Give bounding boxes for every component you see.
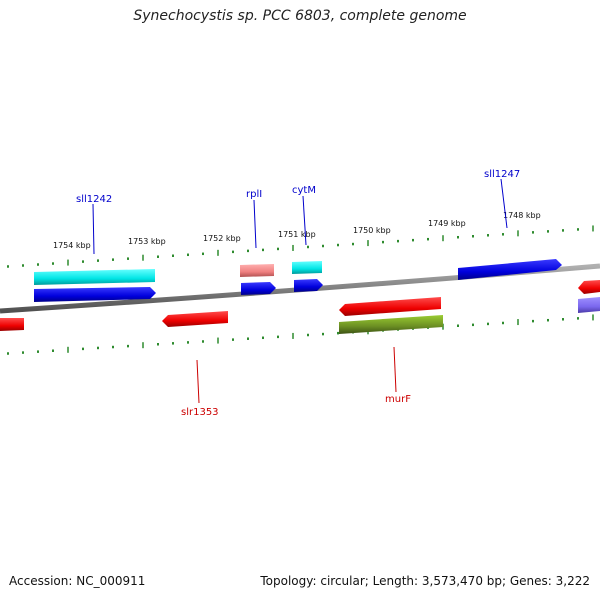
inner-tick-row <box>7 314 594 355</box>
kbp-label-1750: 1750 kbp <box>353 226 391 235</box>
gene-label-murF[interactable]: murF <box>385 394 411 405</box>
kbp-label-1751: 1751 kbp <box>278 230 316 239</box>
gene-label-cytM[interactable]: cytM <box>292 185 316 196</box>
gene-cytM-cyan-bar[interactable] <box>292 261 322 274</box>
gene-label-sll1242[interactable]: sll1242 <box>76 194 112 205</box>
gene-cytM-arrow[interactable] <box>294 279 323 292</box>
gene-murF-olive-bar[interactable] <box>339 315 443 334</box>
gene-sll1242-cyan-bar[interactable] <box>34 269 155 285</box>
gene-right-edge-purple-bar[interactable] <box>578 297 600 313</box>
leader-line-rplI <box>253 199 257 249</box>
leader-line-murF <box>393 346 397 393</box>
gene-sll1247-arrow[interactable] <box>458 259 562 280</box>
kbp-label-1752: 1752 kbp <box>203 234 241 243</box>
gene-murF-red-arrow[interactable] <box>339 297 441 316</box>
gene-right-edge-red-arrow[interactable] <box>578 280 600 294</box>
accession-label: Accession: NC_000911 <box>9 574 146 588</box>
leader-line-slr1353 <box>196 359 200 404</box>
gene-label-slr1353[interactable]: slr1353 <box>181 407 219 418</box>
gene-rplI-arrow[interactable] <box>241 282 276 295</box>
kbp-label-1748: 1748 kbp <box>503 211 541 220</box>
leader-line-cytM <box>302 195 307 246</box>
outer-tick-row <box>7 225 594 268</box>
gene-label-rplI[interactable]: rplI <box>246 189 262 200</box>
map-title: Synechocystis sp. PCC 6803, complete gen… <box>133 8 467 24</box>
genome-summary-label: Topology: circular; Length: 3,573,470 bp… <box>260 574 590 588</box>
gene-label-sll1247[interactable]: sll1247 <box>484 169 520 180</box>
gene-left-edge-arrow[interactable] <box>0 318 24 331</box>
kbp-label-1749: 1749 kbp <box>428 219 466 228</box>
kbp-label-1754: 1754 kbp <box>53 241 91 250</box>
gene-slr1353-arrow[interactable] <box>162 311 228 327</box>
leader-line-sll1247 <box>500 178 508 229</box>
gene-rplI-pink-bar[interactable] <box>240 264 274 277</box>
kbp-label-1753: 1753 kbp <box>128 237 166 246</box>
leader-line-sll1242 <box>92 203 95 255</box>
gene-sll1242-arrow[interactable] <box>34 287 156 302</box>
